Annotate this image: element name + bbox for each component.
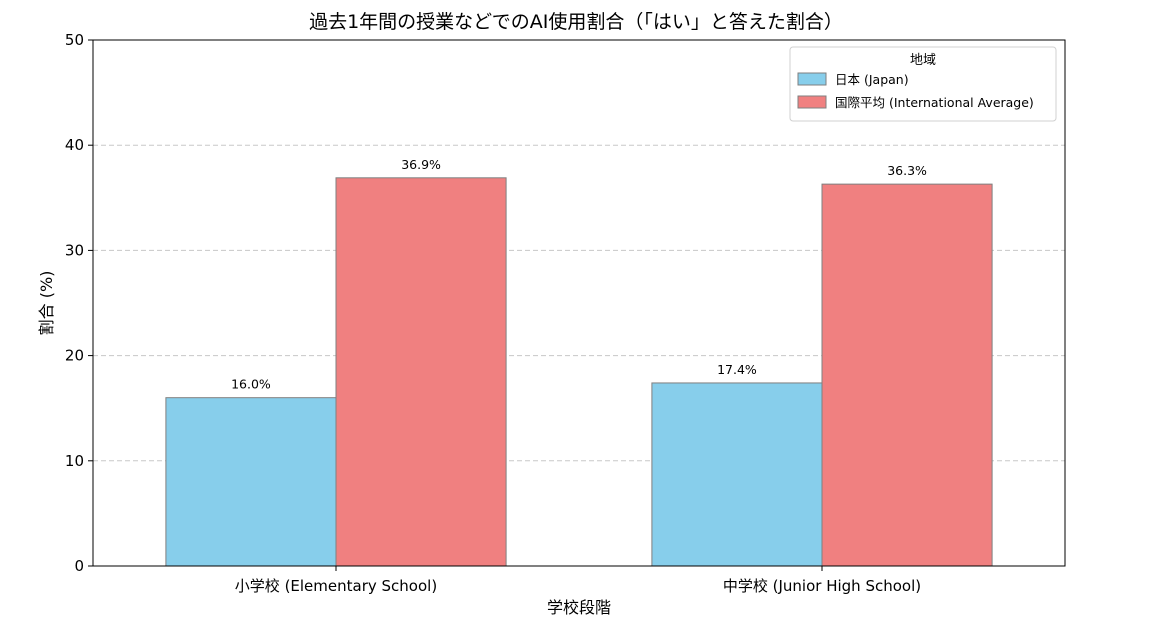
bars (165, 177, 993, 567)
y-tick-label: 30 (65, 241, 84, 259)
y-axis-ticks: 0 10 20 30 40 50 (65, 31, 93, 575)
y-axis-label: 割合 (%) (37, 271, 56, 336)
bar-value-label: 36.9% (401, 157, 441, 172)
bar (165, 397, 337, 567)
bar (335, 177, 507, 567)
y-tick-label: 10 (65, 452, 84, 470)
legend-entry-label: 日本 (Japan) (835, 72, 909, 87)
x-tick-label: 小学校 (Elementary School) (235, 577, 437, 595)
y-tick-label: 40 (65, 136, 84, 154)
y-tick-label: 20 (65, 347, 84, 365)
bar-value-label: 16.0% (231, 377, 271, 392)
legend-swatch (797, 72, 827, 86)
legend-entry-label: 国際平均 (International Average) (835, 95, 1034, 110)
x-tick-label: 中学校 (Junior High School) (723, 577, 921, 595)
bar-value-label: 36.3% (887, 163, 927, 178)
plot-frame (92, 39, 1066, 567)
bar-labels: 16.0% 36.9% 17.4% 36.3% (231, 157, 927, 392)
x-axis-label: 学校段階 (547, 598, 611, 617)
bar (821, 183, 993, 567)
y-tick-label: 0 (74, 557, 84, 575)
bar-value-label: 17.4% (717, 362, 757, 377)
legend-title: 地域 (910, 53, 936, 68)
x-axis-ticks: 小学校 (Elementary School) 中学校 (Junior High … (235, 566, 921, 595)
chart-title: 過去1年間の授業などでのAI使用割合（「はい」と答えた割合） (309, 11, 843, 33)
y-tick-label: 50 (65, 31, 84, 49)
bar (651, 382, 823, 567)
legend-box (789, 46, 1057, 122)
legend-swatch (797, 95, 827, 109)
